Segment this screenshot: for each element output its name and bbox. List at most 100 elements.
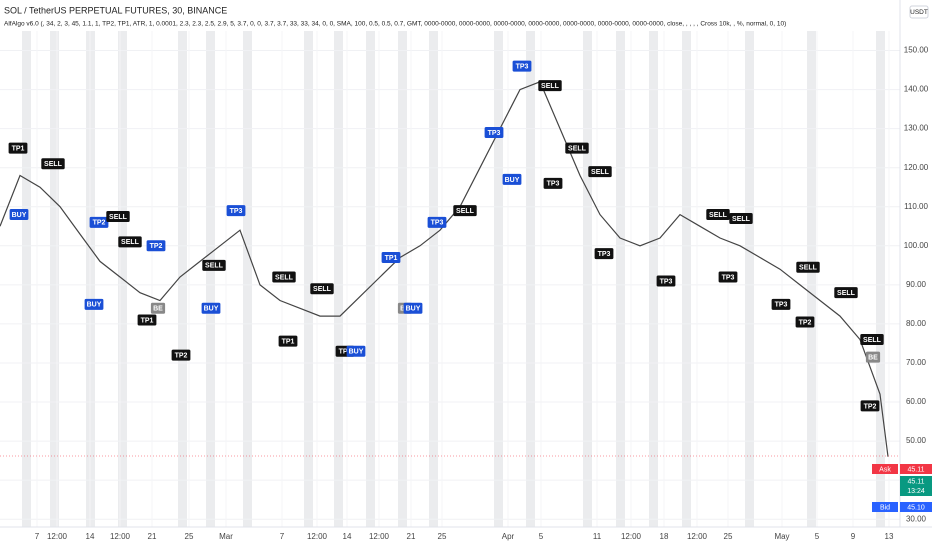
quote-labels: Ask 45.11 45.11 13:24 Bid 45.10 — [0, 455, 932, 512]
signal-label: TP3 — [775, 302, 788, 309]
session-band — [616, 31, 625, 527]
symbol-title: SOL / TetherUS PERPETUAL FUTURES, 30, BI… — [4, 5, 227, 15]
y-tick-label: 140.00 — [904, 85, 929, 94]
signal-label: BE — [868, 354, 878, 361]
signal-label: SELL — [456, 208, 475, 215]
signal-badge — [201, 302, 221, 314]
x-tick-label: 12:00 — [110, 532, 131, 541]
x-tick-label: 13 — [885, 532, 894, 541]
x-tick-label: 21 — [407, 532, 416, 541]
signal-badge — [656, 275, 676, 287]
x-tick-label: 14 — [86, 532, 95, 541]
signal-label: BUY — [505, 177, 520, 184]
bid-label: Bid — [880, 504, 890, 511]
x-tick-label: Mar — [219, 532, 233, 541]
y-tick-label: 50.00 — [906, 436, 927, 445]
last-price: 45.11 — [908, 478, 925, 485]
x-tick-label: 12:00 — [369, 532, 390, 541]
signal-label: SELL — [837, 290, 856, 297]
signal-badge — [146, 240, 166, 252]
x-tick-label: 5 — [539, 532, 544, 541]
y-tick-label: 130.00 — [904, 124, 929, 133]
signal-badge — [502, 173, 522, 185]
signal-label: SELL — [205, 263, 224, 270]
signal-badge — [150, 302, 166, 314]
ask-badge — [872, 464, 898, 474]
signal-badge — [729, 212, 753, 224]
signal-label: TP3 — [516, 63, 529, 70]
signal-label: SELL — [732, 216, 751, 223]
signal-badge — [118, 236, 142, 248]
signal-badge — [272, 271, 296, 283]
x-tick-label: 9 — [851, 532, 856, 541]
x-tick-label: 5 — [815, 532, 820, 541]
signal-label: TP1 — [385, 255, 398, 262]
signal-label: SELL — [44, 161, 63, 168]
session-band — [304, 31, 313, 527]
signal-label: BE — [153, 306, 163, 313]
session-band — [745, 31, 754, 527]
signal-label: BUY — [406, 306, 421, 313]
signal-label: SELL — [799, 265, 818, 272]
signal-label: BUY — [12, 212, 27, 219]
session-band — [178, 31, 187, 527]
signal-label: SELL — [313, 286, 332, 293]
signal-badge — [278, 335, 298, 347]
signal-badge — [718, 271, 738, 283]
session-band — [243, 31, 252, 527]
signal-badge — [106, 211, 130, 223]
signal-label: SELL — [109, 214, 128, 221]
y-tick-label: 120.00 — [904, 163, 929, 172]
signal-badge — [865, 351, 881, 363]
signal-badge — [834, 287, 858, 299]
y-tick-label: 90.00 — [906, 280, 927, 289]
signal-badge — [226, 205, 246, 217]
signal-badge — [543, 177, 563, 189]
y-tick-label: 60.00 — [906, 397, 927, 406]
session-band — [876, 31, 885, 527]
signal-badge — [403, 302, 423, 314]
signal-label: TP3 — [722, 274, 735, 281]
signal-label: TP3 — [431, 220, 444, 227]
x-tick-label: May — [774, 532, 789, 541]
x-tick-label: 25 — [724, 532, 733, 541]
signal-badge — [565, 142, 589, 154]
ask-price: 45.11 — [908, 466, 925, 473]
signal-label: SELL — [541, 83, 560, 90]
session-band — [807, 31, 816, 527]
x-tick-label: 7 — [280, 532, 285, 541]
signal-label: TP2 — [799, 319, 812, 326]
bid-price-badge — [900, 502, 932, 512]
signal-label: SELL — [591, 169, 610, 176]
signal-label: SELL — [568, 146, 587, 153]
ask-price-badge — [900, 464, 932, 474]
signal-badge — [89, 216, 109, 228]
signal-badge — [427, 216, 447, 228]
signal-badge — [771, 298, 791, 310]
y-tick-label: 150.00 — [904, 46, 929, 55]
signal-label: SELL — [709, 212, 728, 219]
signal-badge — [796, 261, 820, 273]
x-tick-label: 12:00 — [621, 532, 642, 541]
signal-badge — [706, 209, 730, 221]
x-tick-label: 14 — [343, 532, 352, 541]
indicator-settings: AlfAlgo v6.0 (, 34, 2, 3, 45, 1.1, 1, TP… — [4, 21, 786, 28]
signal-badge — [860, 334, 884, 346]
signal-badge — [41, 158, 65, 170]
signal-badge — [484, 127, 504, 139]
signal-label: SELL — [275, 274, 294, 281]
signal-label: TP2 — [175, 353, 188, 360]
session-band — [649, 31, 658, 527]
bar-countdown: 13:24 — [907, 488, 925, 495]
signal-label: BUY — [87, 302, 102, 309]
x-tick-label: 12:00 — [47, 532, 68, 541]
bid-badge — [872, 502, 898, 512]
y-tick-label: 110.00 — [904, 202, 928, 211]
currency-badge[interactable] — [909, 5, 929, 19]
signal-label: TP3 — [230, 208, 243, 215]
signal-badge — [137, 314, 157, 326]
signal-badge — [346, 345, 366, 357]
signal-label: TP1 — [141, 317, 154, 324]
plot: TP1SELLBUYTP2SELLSELLBUYTP1TP2TP2BETP3SE… — [0, 60, 889, 457]
